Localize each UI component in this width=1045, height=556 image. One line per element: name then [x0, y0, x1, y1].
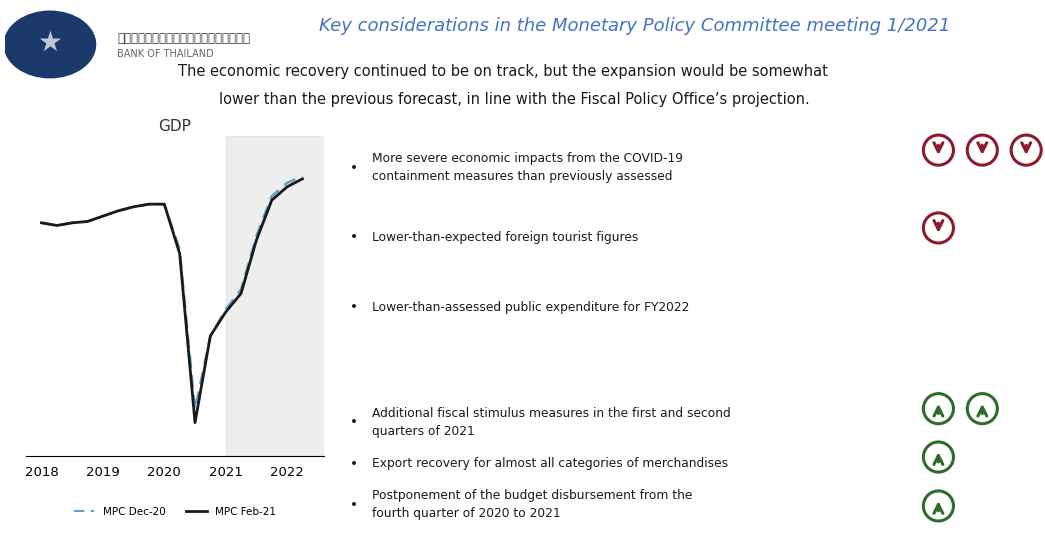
- Text: BANK OF THAILAND: BANK OF THAILAND: [117, 49, 214, 59]
- Text: Lower-than-expected foreign tourist figures: Lower-than-expected foreign tourist figu…: [372, 231, 638, 244]
- Text: ธนาคารแห่งประเทศไทย: ธนาคารแห่งประเทศไทย: [117, 32, 250, 45]
- Text: •: •: [350, 456, 358, 470]
- Text: Additional fiscal stimulus measures in the first and second
quarters of 2021: Additional fiscal stimulus measures in t…: [372, 407, 730, 438]
- Title: GDP: GDP: [159, 118, 191, 133]
- Text: •: •: [350, 300, 358, 314]
- Text: Lower-than-assessed public expenditure for FY2022: Lower-than-assessed public expenditure f…: [372, 301, 690, 314]
- Text: •: •: [350, 230, 358, 244]
- Circle shape: [4, 11, 95, 78]
- Text: Negative shocks since the previous MPC, namely: Negative shocks since the previous MPC, …: [350, 90, 668, 103]
- Legend: MPC Dec-20, MPC Feb-21: MPC Dec-20, MPC Feb-21: [69, 503, 281, 521]
- Text: were partially offset by some positive developments:: were partially offset by some positive d…: [350, 370, 694, 383]
- Bar: [226, 136, 324, 456]
- Text: The economic recovery continued to be on track, but the expansion would be somew: The economic recovery continued to be on…: [178, 64, 828, 79]
- Text: ★: ★: [38, 29, 63, 57]
- Text: Export recovery for almost all categories of merchandises: Export recovery for almost all categorie…: [372, 457, 728, 470]
- Text: Postponement of the budget disbursement from the
fourth quarter of 2020 to 2021: Postponement of the budget disbursement …: [372, 489, 692, 520]
- Text: lower than the previous forecast, in line with the Fiscal Policy Office’s projec: lower than the previous forecast, in lin…: [219, 92, 810, 107]
- Text: •: •: [350, 161, 358, 175]
- Text: More severe economic impacts from the COVID-19
containment measures than previou: More severe economic impacts from the CO…: [372, 152, 682, 183]
- Text: Key considerations in the Monetary Policy Committee meeting 1/2021: Key considerations in the Monetary Polic…: [319, 17, 950, 34]
- Circle shape: [10, 16, 90, 73]
- Text: •: •: [350, 415, 358, 429]
- Text: •: •: [350, 498, 358, 512]
